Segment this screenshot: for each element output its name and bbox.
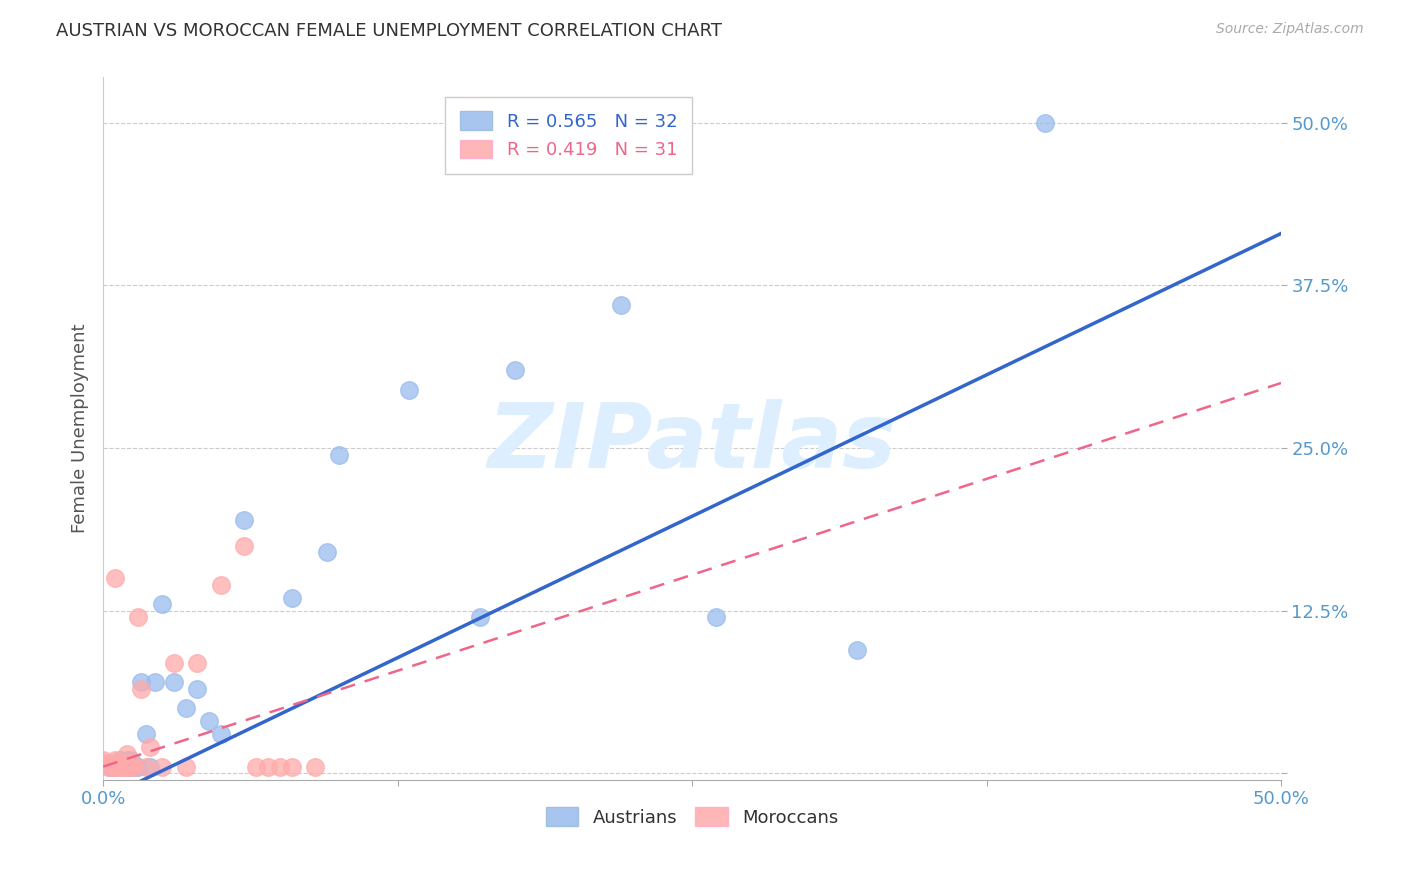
Text: ZIPatlas: ZIPatlas bbox=[488, 399, 897, 486]
Point bbox=[115, 747, 138, 761]
Point bbox=[704, 610, 727, 624]
Point bbox=[111, 759, 134, 773]
Point bbox=[143, 675, 166, 690]
Point bbox=[163, 656, 186, 670]
Point bbox=[112, 756, 135, 770]
Point bbox=[468, 610, 491, 624]
Point bbox=[108, 756, 131, 770]
Point bbox=[122, 759, 145, 773]
Point bbox=[104, 571, 127, 585]
Point bbox=[163, 675, 186, 690]
Point bbox=[127, 610, 149, 624]
Point bbox=[135, 759, 157, 773]
Point bbox=[233, 539, 256, 553]
Point bbox=[610, 298, 633, 312]
Point bbox=[280, 759, 302, 773]
Point bbox=[209, 727, 232, 741]
Point bbox=[174, 759, 197, 773]
Point bbox=[280, 591, 302, 605]
Point bbox=[120, 756, 142, 770]
Point bbox=[101, 759, 124, 773]
Point bbox=[127, 759, 149, 773]
Point bbox=[233, 512, 256, 526]
Point bbox=[94, 756, 117, 770]
Point bbox=[150, 597, 173, 611]
Point bbox=[304, 759, 326, 773]
Point bbox=[98, 756, 121, 770]
Point bbox=[135, 727, 157, 741]
Point bbox=[139, 740, 162, 755]
Point bbox=[120, 753, 142, 767]
Point bbox=[105, 759, 128, 773]
Point bbox=[245, 759, 267, 773]
Point bbox=[111, 759, 134, 773]
Legend: Austrians, Moroccans: Austrians, Moroccans bbox=[538, 800, 846, 834]
Point bbox=[97, 759, 120, 773]
Point bbox=[398, 383, 420, 397]
Point bbox=[328, 448, 350, 462]
Y-axis label: Female Unemployment: Female Unemployment bbox=[72, 324, 89, 533]
Point bbox=[98, 759, 121, 773]
Point bbox=[115, 753, 138, 767]
Point bbox=[505, 363, 527, 377]
Point bbox=[139, 759, 162, 773]
Point bbox=[198, 714, 221, 728]
Text: Source: ZipAtlas.com: Source: ZipAtlas.com bbox=[1216, 22, 1364, 37]
Point bbox=[186, 656, 208, 670]
Point bbox=[846, 642, 869, 657]
Point bbox=[1035, 116, 1057, 130]
Point bbox=[186, 681, 208, 696]
Point bbox=[118, 759, 141, 773]
Text: AUSTRIAN VS MOROCCAN FEMALE UNEMPLOYMENT CORRELATION CHART: AUSTRIAN VS MOROCCAN FEMALE UNEMPLOYMENT… bbox=[56, 22, 723, 40]
Point bbox=[105, 756, 128, 770]
Point bbox=[316, 545, 339, 559]
Point bbox=[122, 759, 145, 773]
Point bbox=[104, 759, 127, 773]
Point bbox=[112, 756, 135, 770]
Point bbox=[104, 753, 127, 767]
Point bbox=[129, 681, 152, 696]
Point bbox=[209, 577, 232, 591]
Point bbox=[108, 753, 131, 767]
Point bbox=[150, 759, 173, 773]
Point bbox=[269, 759, 291, 773]
Point bbox=[115, 759, 138, 773]
Point bbox=[257, 759, 280, 773]
Point bbox=[174, 701, 197, 715]
Point bbox=[118, 759, 141, 773]
Point bbox=[91, 753, 114, 767]
Point bbox=[129, 675, 152, 690]
